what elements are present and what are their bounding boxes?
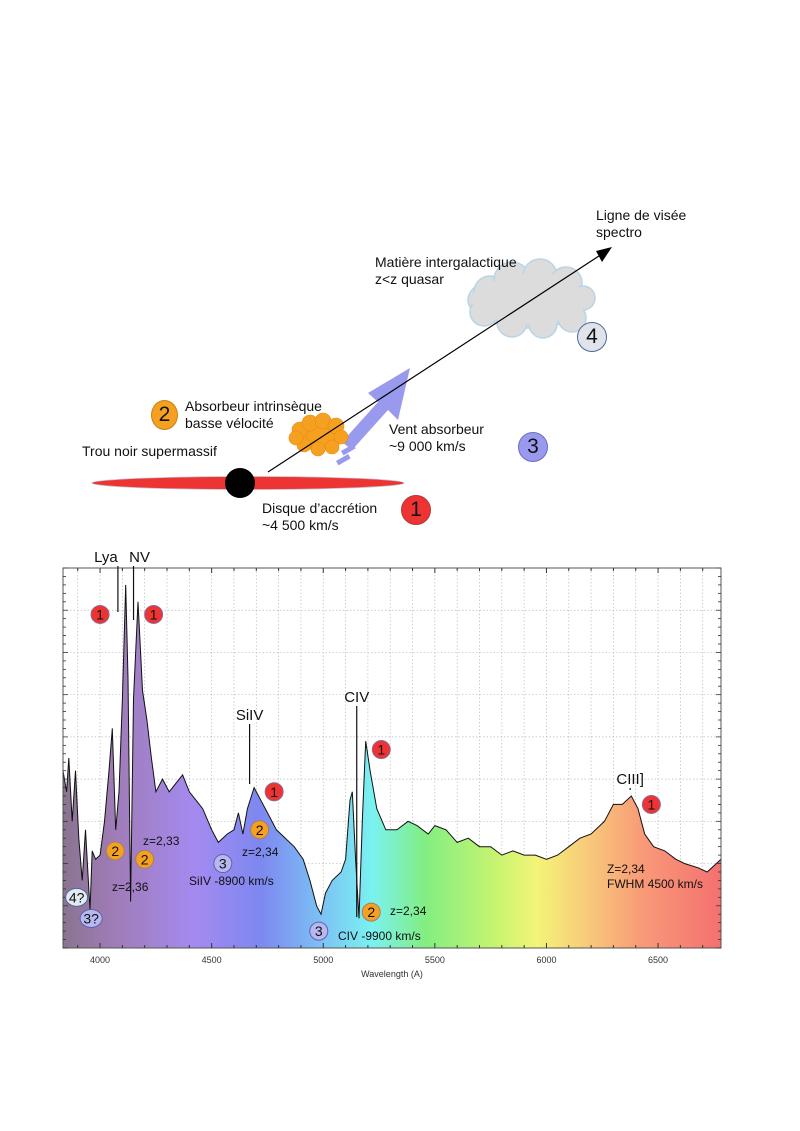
annotation-z-233: z=2,33 (143, 834, 180, 848)
plot-border (62, 567, 722, 949)
intergalactic-label: Matière intergalactique z<z quasar (375, 254, 517, 288)
x-tick-label: 6500 (648, 955, 668, 965)
badge-shape (65, 887, 89, 907)
disk-label: Disque d’accrétion ~4 500 km/s (262, 500, 377, 534)
annotation-civ-wind: CIV -9900 km/s (338, 929, 421, 943)
badge-text: 1 (270, 784, 278, 800)
spectrum-line (62, 584, 722, 919)
x-axis-label: Wavelength (A) (361, 969, 423, 979)
wind-label-line1: Vent absorbeur (389, 421, 484, 437)
annotation-badge-emission: 1 (264, 782, 284, 802)
badge-text: 2 (256, 822, 264, 838)
intergalactic-label-line2: z<z quasar (375, 271, 444, 287)
badge-shape (213, 854, 233, 874)
annotation-badge-intrinsic: 2 (135, 849, 155, 869)
badge-text: 3? (83, 910, 99, 926)
intergalactic-badge: 4 (577, 322, 607, 352)
annotation-siv-wind: SiIV -8900 km/s (189, 874, 274, 888)
line-marker-label: SiIV (236, 707, 264, 724)
absorber-cloud-icon (288, 412, 349, 457)
badge-text: 2 (141, 851, 149, 867)
intergalactic-cloud-icon (467, 258, 596, 339)
x-tick-label: 5500 (425, 955, 445, 965)
disk-label-line1: Disque d’accrétion (262, 500, 378, 516)
x-tick-label: 5000 (313, 955, 333, 965)
disk-badge: 1 (401, 495, 431, 525)
wind-label-line2: ~9 000 km/s (389, 438, 466, 454)
badge-text: 1 (96, 606, 104, 622)
disk-label-line2: ~4 500 km/s (262, 517, 339, 533)
badge-text: 4? (69, 889, 85, 905)
annotation-badges: 1 1 1 1 1 2 2 2 2 3 3 3? 4? (65, 604, 661, 941)
annotation-badge-wind: 3? (79, 908, 103, 928)
absorber-label-line1: Absorbeur intrinsèque (185, 398, 322, 414)
badge-shape (264, 782, 284, 802)
x-tick-label: 4500 (202, 955, 222, 965)
spectrum-area (63, 584, 721, 948)
line-of-sight-label-line1: Ligne de visée (596, 207, 687, 223)
absorber-label: Absorbeur intrinsèque basse vélocité (185, 398, 322, 432)
annotation-z-236: z=2,36 (112, 880, 149, 894)
badge-shape (135, 849, 155, 869)
spectrum-chart: 4000 4500 5000 5500 6000 6500 Wavelength (A) … (62, 549, 722, 979)
annotation-badge-intrinsic: 2 (250, 820, 270, 840)
badge-shape (641, 794, 661, 814)
line-of-sight-label-line2: spectro (596, 224, 642, 240)
annotation-badge-intergalactic: 4? (65, 887, 89, 907)
annotation-badge-emission: 1 (371, 740, 391, 760)
line-marker-label: CIV (344, 689, 369, 706)
black-hole-icon (225, 468, 255, 498)
absorber-label-line2: basse vélocité (185, 415, 274, 431)
wind-label: Vent absorbeur ~9 000 km/s (389, 421, 484, 455)
black-hole-label: Trou noir supermassif (82, 443, 217, 459)
annotation-badge-intrinsic: 2 (105, 841, 125, 861)
badge-text: 3 (315, 923, 323, 939)
annotation-z-234-siv: z=2,34 (242, 845, 279, 859)
badge-text: 2 (111, 843, 119, 859)
x-tick-label: 4000 (90, 955, 110, 965)
wind-arrow-icon (336, 368, 410, 466)
badge-shape (105, 841, 125, 861)
x-tick-label: 6000 (536, 955, 556, 965)
line-marker-label: CIII] (616, 771, 644, 788)
badge-text: 1 (377, 742, 385, 758)
annotation-badge-emission: 1 (90, 604, 110, 624)
x-axis-tick-labels: 4000 4500 5000 5500 6000 6500 (90, 955, 668, 965)
annotation-civ-z: z=2,34 (390, 904, 427, 918)
badge-text: 2 (367, 904, 375, 920)
line-of-sight-label: Ligne de visée spectro (596, 207, 686, 241)
badge-shape (371, 740, 391, 760)
badge-shape (309, 921, 329, 941)
line-marker-label: NV (129, 549, 150, 566)
annotation-badge-wind: 3 (309, 921, 329, 941)
line-markers: Lya NV SiIV CIV CIII] (94, 549, 644, 917)
quasar-diagram (91, 247, 612, 498)
badge-shape (361, 902, 381, 922)
chart-ticks (63, 567, 721, 949)
badge-shape (250, 820, 270, 840)
annotation-ciii-fwhm: FWHM 4500 km/s (607, 877, 703, 891)
badge-shape (79, 908, 103, 928)
annotation-badge-emission: 1 (641, 794, 661, 814)
chart-frame (62, 567, 722, 949)
line-of-sight-arrow-icon (267, 247, 612, 473)
badge-text: 1 (647, 796, 655, 812)
annotation-badge-emission: 1 (144, 604, 164, 624)
badge-text: 3 (219, 856, 227, 872)
intergalactic-label-line1: Matière intergalactique (375, 254, 517, 270)
absorber-badge: 2 (151, 400, 178, 430)
badge-shape (144, 604, 164, 624)
annotation-ciii-z: Z=2,34 (607, 862, 645, 876)
line-marker-label: Lya (94, 549, 118, 566)
wind-badge: 3 (518, 432, 548, 462)
annotation-badge-intrinsic: 2 (361, 902, 381, 922)
annotation-badge-wind: 3 (213, 854, 233, 874)
badge-shape (90, 604, 110, 624)
badge-text: 1 (150, 606, 158, 622)
